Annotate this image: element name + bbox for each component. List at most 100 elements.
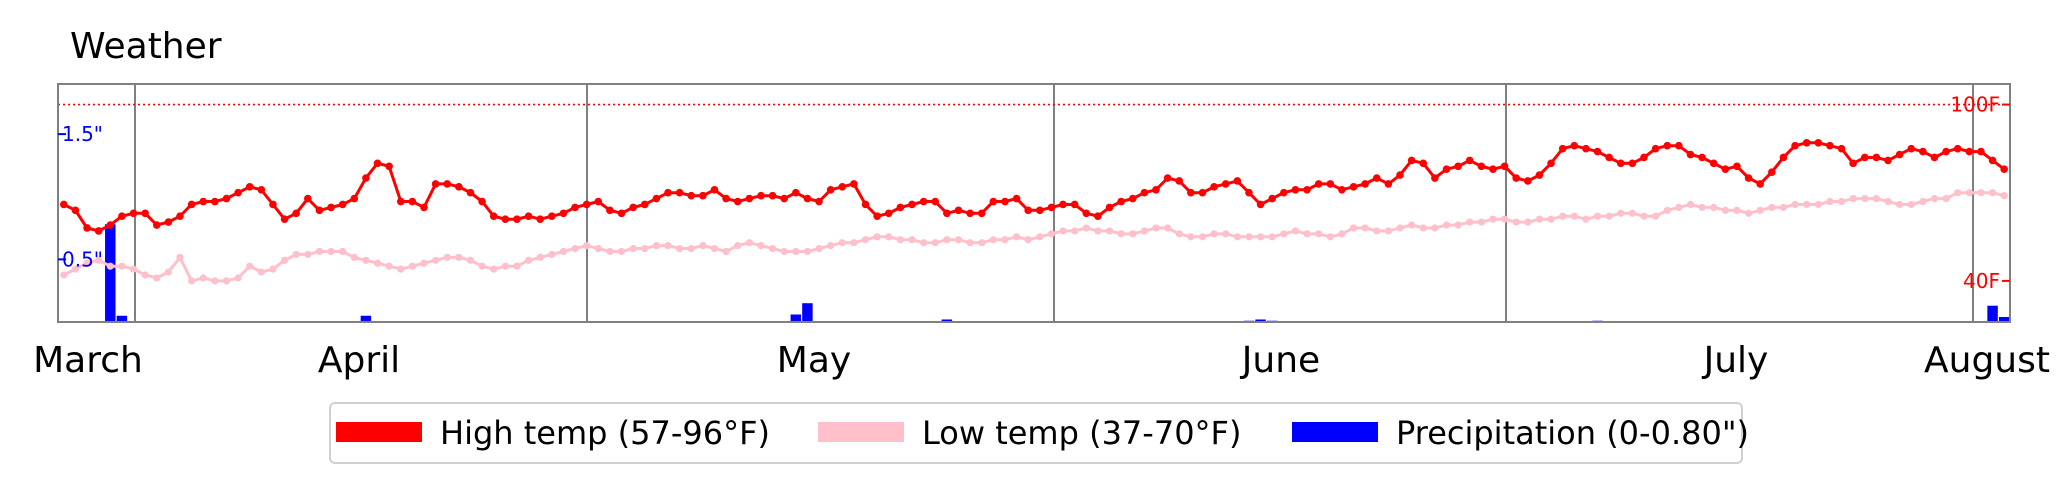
legend-label-high: High temp (57-96°F) [440, 414, 770, 452]
high-temp-point [908, 200, 916, 209]
chart-title: Weather [70, 26, 222, 67]
low-temp-point [803, 247, 812, 256]
low-temp-point [60, 271, 68, 279]
low-temp-point [257, 268, 265, 276]
low-temp-point [687, 244, 695, 253]
low-temp-point [408, 262, 416, 270]
high-temp-point [640, 200, 649, 209]
high-temp-point [1094, 212, 1102, 221]
high-temp-point [1187, 188, 1195, 197]
high-temp-point [1895, 150, 1904, 159]
high-temp-point [1953, 144, 1962, 153]
high-temp-point [199, 197, 208, 206]
low-temp-point [466, 256, 475, 264]
low-temp-point [1315, 230, 1323, 238]
low-temp-point [373, 259, 382, 267]
low-temp-point [1152, 224, 1160, 232]
precip-bar [1998, 316, 2010, 322]
high-temp-point [524, 212, 533, 221]
high-temp-point [152, 221, 161, 229]
high-temp-point [757, 191, 765, 200]
low-temp-point [2000, 192, 2008, 200]
low-temp-point [896, 236, 904, 244]
precip-bar [1255, 319, 1266, 322]
low-temp-point [954, 236, 963, 244]
high-temp-point [327, 203, 335, 212]
high-temp-point [1628, 159, 1637, 168]
low-temp-point [1036, 233, 1044, 241]
high-temp-point [106, 221, 115, 229]
low-temp-point [664, 242, 672, 250]
high-temp-point [548, 212, 556, 221]
low-temp-point [1744, 209, 1753, 217]
high-temp-point [1977, 147, 1985, 156]
high-temp-point [884, 209, 893, 218]
high-temp-point [362, 174, 370, 182]
temp-tick-label: 40F [1963, 269, 2000, 293]
low-temp-point [1698, 203, 1706, 212]
low-temp-point [966, 239, 974, 247]
high-temp-point [315, 206, 324, 215]
low-temp-point [792, 247, 800, 256]
low-temp-point [315, 247, 324, 256]
high-temp-point [1221, 180, 1230, 188]
high-temp-point [1024, 206, 1032, 215]
low-temp-point [920, 239, 928, 247]
high-temp-point [780, 194, 788, 203]
high-temp-point [257, 185, 266, 194]
high-temp-point [629, 203, 637, 212]
high-temp-point [1965, 147, 1974, 156]
high-temp-point [1117, 197, 1125, 206]
low-temp-point [722, 247, 730, 256]
low-temp-point [1071, 227, 1079, 235]
high-temp-point [269, 200, 277, 209]
high-temp-point [710, 185, 719, 194]
low-temp-point [420, 259, 428, 267]
high-temp-point [1140, 188, 1149, 197]
high-temp-point [861, 200, 870, 209]
low-temp-point [1721, 206, 1729, 214]
high-temp-point [350, 194, 359, 203]
low-temp-point [339, 247, 347, 256]
low-temp-point [1373, 227, 1381, 235]
low-temp-point [188, 277, 196, 285]
low-temp-point [455, 253, 463, 261]
low-temp-point [83, 259, 91, 267]
low-temp-point [246, 262, 254, 270]
precip-bar [790, 314, 802, 322]
month-label: June [1240, 340, 1320, 381]
low-temp-point [1268, 233, 1276, 241]
high-temp-point [1640, 153, 1648, 162]
high-temp-point [1500, 162, 1509, 171]
legend-label-low: Low temp (37-70°F) [922, 414, 1241, 452]
low-temp-point [1291, 227, 1300, 235]
high-temp-point [1070, 200, 1079, 209]
low-temp-point [1117, 230, 1125, 238]
low-temp-point [1384, 227, 1392, 235]
high-temp-point [1837, 144, 1846, 153]
high-temp-point [1465, 156, 1474, 165]
low-temp-point [931, 239, 939, 247]
low-temp-point [559, 247, 568, 256]
high-temp-point [1128, 194, 1137, 203]
high-temp-point [1814, 138, 1823, 147]
high-temp-point [176, 212, 184, 221]
low-temp-point [71, 265, 80, 273]
high-temp-point [1059, 200, 1067, 209]
high-temp-point [1884, 156, 1892, 165]
low-temp-point [234, 274, 242, 282]
low-temp-point [1442, 221, 1451, 229]
high-temp-point [1907, 144, 1916, 153]
high-temp-point [1407, 156, 1416, 165]
high-temp-point [687, 191, 696, 200]
low-temp-point [1872, 194, 1880, 203]
low-temp-point [1466, 218, 1474, 226]
low-temp-point [1675, 203, 1683, 212]
low-temp-point [1640, 212, 1648, 220]
low-temp-point [1965, 189, 1973, 197]
low-temp-point [1094, 227, 1102, 235]
high-temp-point [977, 209, 986, 218]
low-temp-point [1431, 224, 1439, 232]
high-temp-point [466, 188, 475, 197]
high-temp-point [745, 194, 754, 203]
